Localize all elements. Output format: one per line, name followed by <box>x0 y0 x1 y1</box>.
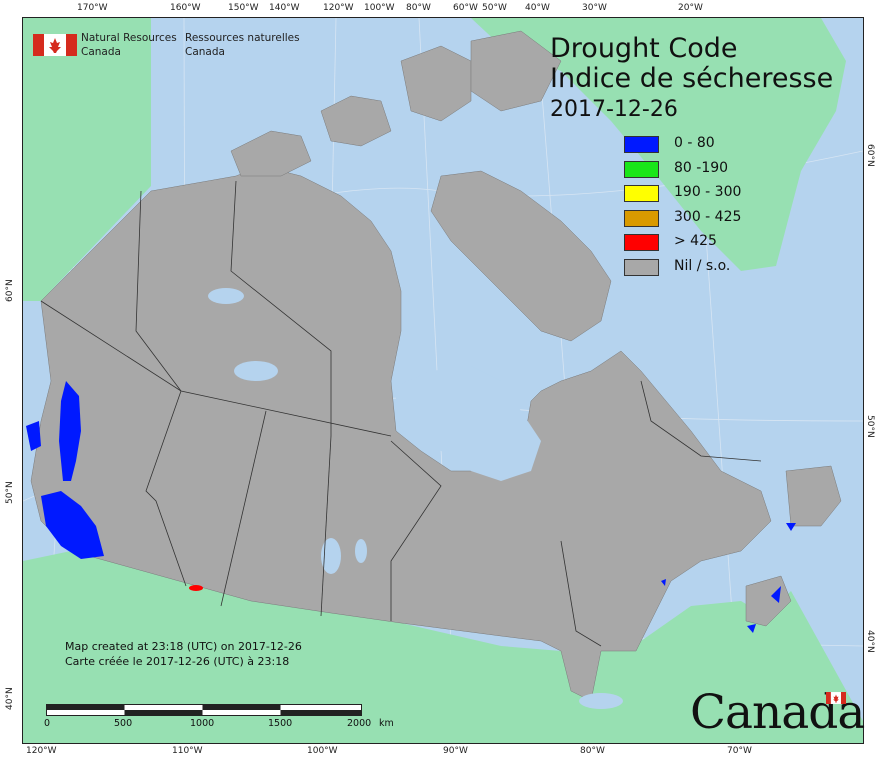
right-tick: 60°N <box>865 144 875 167</box>
arctic-islands-ellesmere <box>470 30 562 112</box>
top-tick: 120°W <box>323 3 354 13</box>
legend-label: Nil / s.o. <box>674 257 731 274</box>
map-date: 2017-12-26 <box>550 97 678 122</box>
dc-class-gt-425 <box>189 585 203 591</box>
haida-gwaii <box>26 421 41 451</box>
creation-note-english: Map created at 23:18 (UTC) on 2017-12-26 <box>65 640 302 653</box>
top-tick: 20°W <box>678 3 703 13</box>
top-tick: 140°W <box>269 3 300 13</box>
newfoundland <box>785 465 842 527</box>
right-tick: 40°N <box>865 630 875 653</box>
right-tick: 50°N <box>865 415 875 438</box>
quebec-patch <box>661 579 666 586</box>
hudson-bay <box>396 366 541 481</box>
legend-label: 300 - 425 <box>674 208 742 225</box>
title-english: Drought Code <box>550 33 738 64</box>
scale-label: 1000 <box>190 718 215 729</box>
bottom-tick: 120°W <box>26 746 57 756</box>
agency-name-french: Ressources naturelles Canada <box>185 32 300 58</box>
bottom-tick: 80°W <box>580 746 605 756</box>
scale-bar <box>46 704 362 716</box>
title-french: Indice de sécheresse <box>550 63 834 94</box>
top-tick: 50°W <box>482 3 507 13</box>
scale-unit: km <box>379 718 394 729</box>
scale-label: 0 <box>44 718 51 729</box>
bottom-tick: 70°W <box>727 746 752 756</box>
top-tick: 150°W <box>228 3 259 13</box>
map-canvas <box>22 17 864 744</box>
legend-swatch <box>624 185 659 202</box>
legend-swatch <box>624 209 659 227</box>
top-tick: 40°W <box>525 3 550 13</box>
top-tick: 30°W <box>582 3 607 13</box>
nova-scotia-patch <box>747 624 756 633</box>
bc-coast-south <box>41 491 104 559</box>
legend-label: 190 - 300 <box>674 184 742 200</box>
baffin-island <box>430 170 612 342</box>
usa-land <box>23 551 863 743</box>
bottom-tick: 100°W <box>307 746 338 756</box>
top-tick: 170°W <box>77 3 108 13</box>
legend-swatch <box>624 258 659 276</box>
borders <box>40 180 762 647</box>
legend-label: > 425 <box>674 233 717 249</box>
arctic-islands-mid <box>320 95 392 147</box>
dc-class-0-80 <box>26 381 796 633</box>
scale-label: 1500 <box>268 718 293 729</box>
canada-flag-icon <box>33 34 77 56</box>
alberta-patch <box>189 585 203 591</box>
legend-swatch <box>624 160 659 178</box>
creation-notes: Map created at 23:18 (UTC) on 2017-12-26… <box>65 639 302 669</box>
bottom-tick: 110°W <box>172 746 203 756</box>
legend-label: 80 -190 <box>674 159 729 176</box>
top-tick: 80°W <box>406 3 431 13</box>
legend-swatch <box>624 136 659 153</box>
map-svg <box>23 18 863 743</box>
bc-coast-band <box>59 381 81 481</box>
newfoundland-patch <box>786 523 796 531</box>
cape-breton-patch <box>771 586 781 603</box>
legend-swatch <box>624 234 659 251</box>
wordmark-flag-icon <box>826 692 846 704</box>
scale-label: 500 <box>114 718 133 729</box>
legend-label: 0 - 80 <box>674 135 715 151</box>
scale-label: 2000 <box>347 718 372 729</box>
top-tick: 160°W <box>170 3 201 13</box>
creation-note-french: Carte créée le 2017-12-26 (UTC) à 23:18 <box>65 655 290 668</box>
bottom-tick: 90°W <box>443 746 468 756</box>
top-tick: 60°W <box>453 3 478 13</box>
agency-name-english: Natural Resources Canada <box>81 32 177 58</box>
arctic-islands-west <box>230 130 312 177</box>
map-title: Drought Code Indice de sécheresse 2017-1… <box>550 34 833 124</box>
left-tick: 60°N <box>5 279 15 302</box>
left-tick: 40°N <box>5 687 15 710</box>
lakes <box>208 288 623 709</box>
left-tick: 50°N <box>5 481 15 504</box>
top-tick: 100°W <box>364 3 395 13</box>
alaska-land <box>23 18 151 301</box>
arctic-islands-north <box>400 45 472 122</box>
